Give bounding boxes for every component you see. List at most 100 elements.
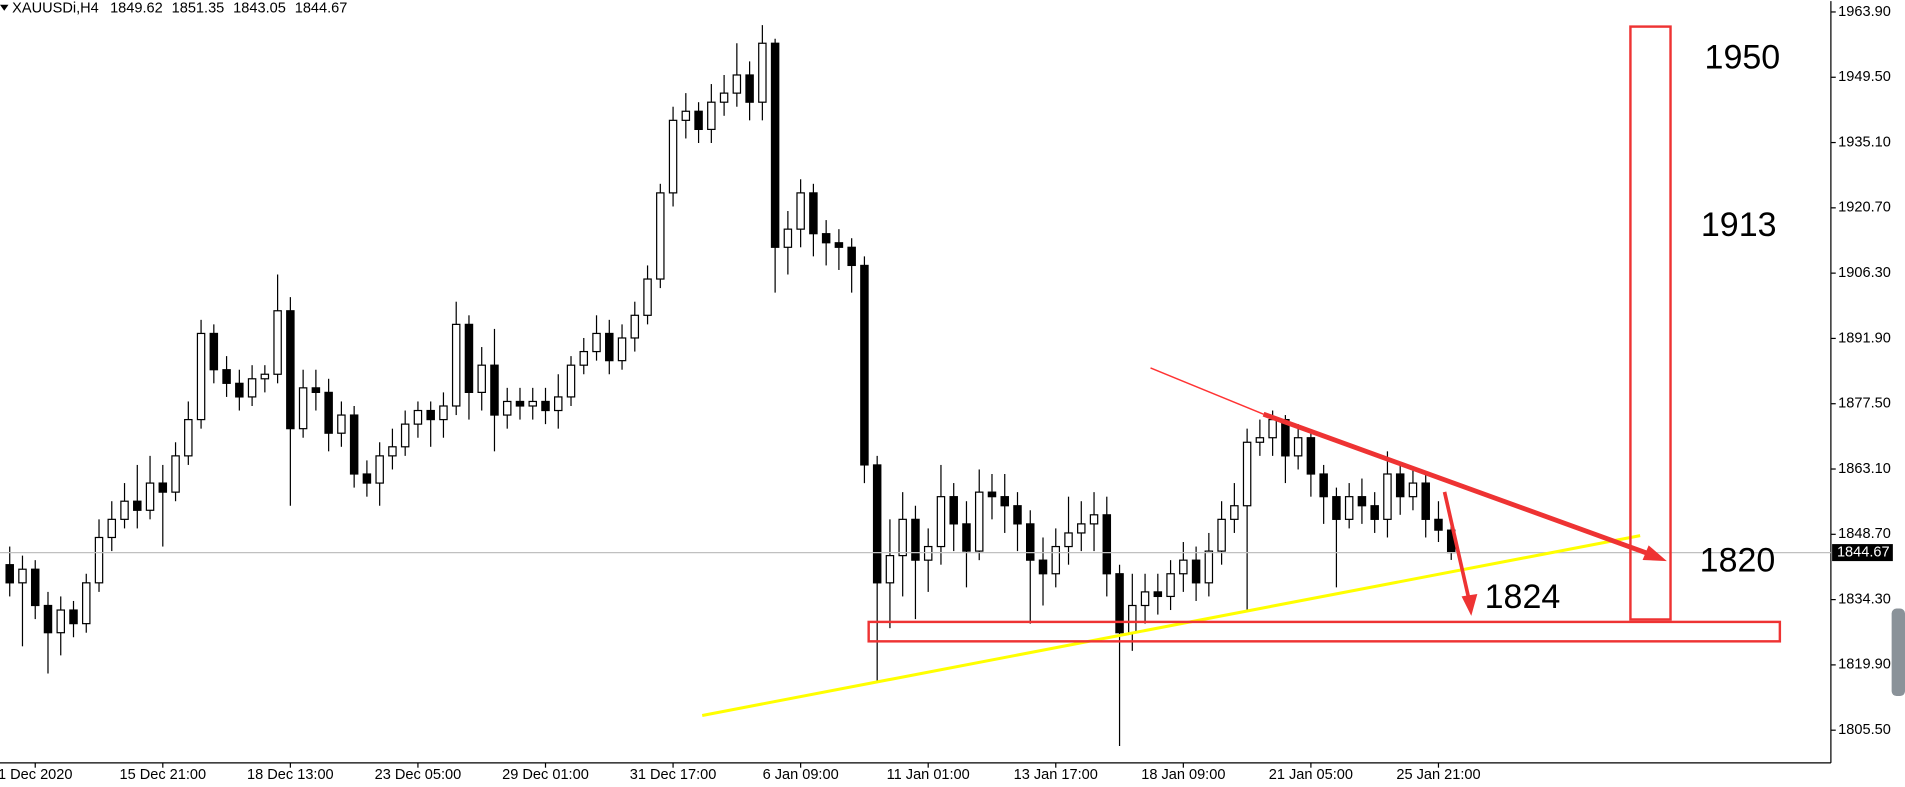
y-tick-label: 1805.50 <box>1838 722 1891 738</box>
candle-body <box>439 405 448 421</box>
x-tick-label: 6 Jan 09:00 <box>763 767 839 783</box>
candle-body <box>541 400 550 412</box>
candle-body <box>349 414 359 475</box>
candle-body <box>707 101 716 131</box>
candle-body <box>120 500 129 520</box>
candle-body <box>56 609 65 634</box>
close: 1844.67 <box>295 0 348 16</box>
candle-body <box>834 242 844 248</box>
candle-body <box>107 518 117 539</box>
candle-body <box>1217 518 1226 552</box>
candle-body <box>1179 559 1188 575</box>
candle-body <box>681 110 691 121</box>
candle-body <box>745 74 754 103</box>
candle-body <box>1383 473 1392 520</box>
y-tick-label: 1906.30 <box>1838 265 1891 281</box>
candle-body <box>247 378 257 398</box>
candle-body <box>630 314 640 339</box>
candle-body <box>184 418 193 457</box>
y-tick-label: 1819.90 <box>1838 657 1891 673</box>
candle-body <box>847 246 856 267</box>
candle-body <box>171 455 180 493</box>
candle-body <box>1293 437 1303 457</box>
x-tick-label: 1 Dec 2020 <box>0 767 72 783</box>
scroll-handle[interactable] <box>1891 608 1905 697</box>
x-tick-label: 31 Dec 17:00 <box>630 767 717 783</box>
candle-body <box>1255 437 1265 443</box>
candle-body <box>1268 418 1277 439</box>
x-tick-label: 29 Dec 01:00 <box>502 767 589 783</box>
x-tick-label: 21 Jan 05:00 <box>1269 767 1353 783</box>
candle-body <box>43 604 53 634</box>
candle-body <box>1421 482 1430 520</box>
candle-body <box>1204 550 1214 584</box>
annotation: 1950 <box>1705 38 1781 76</box>
x-tick-label: 11 Jan 01:00 <box>887 767 970 783</box>
candle-body <box>1026 523 1035 561</box>
x-tick-label: 18 Jan 09:00 <box>1141 767 1225 783</box>
candle-body <box>133 500 142 511</box>
candle-body <box>426 409 435 421</box>
candle-body <box>82 582 91 625</box>
y-tick-label: 1920.70 <box>1838 200 1891 216</box>
candle-body <box>324 391 333 434</box>
candle-body <box>987 491 997 498</box>
menu-icon[interactable] <box>0 4 9 11</box>
x-tick-label: 15 Dec 21:00 <box>119 767 206 783</box>
candle-body <box>298 387 308 430</box>
x-tick-label: 25 Jan 21:00 <box>1396 767 1480 783</box>
candle-body <box>656 192 665 280</box>
candle-body <box>579 350 589 366</box>
arrow-head <box>1642 545 1667 562</box>
candle-body <box>69 609 78 625</box>
annotation: 1913 <box>1701 206 1777 244</box>
candle-body <box>1038 559 1048 575</box>
candle-body <box>375 455 384 484</box>
candle-body <box>974 491 984 552</box>
candle-body <box>949 496 958 525</box>
current-price-box <box>1832 544 1893 562</box>
candle-body <box>286 310 295 430</box>
candle-body <box>1166 573 1175 598</box>
candle-body <box>821 233 831 244</box>
candle-body <box>617 337 627 362</box>
candle-body <box>1153 591 1163 598</box>
y-tick-label: 1848.70 <box>1838 526 1891 542</box>
open: 1849.62 <box>110 0 163 16</box>
candle-body <box>413 409 423 425</box>
candle-body <box>145 482 155 511</box>
candle-body <box>1191 559 1201 584</box>
candle-body <box>605 332 614 362</box>
annotation: 1820 <box>1700 541 1776 579</box>
x-tick-label: 13 Jan 17:00 <box>1014 767 1098 783</box>
candle-body <box>158 482 168 493</box>
candle-body <box>592 332 601 353</box>
candle-body <box>809 192 818 235</box>
candle-body <box>1319 473 1328 498</box>
candle-body <box>235 382 244 398</box>
candle-body <box>273 310 282 375</box>
candle-body <box>770 42 780 248</box>
y-tick-label: 1891.90 <box>1838 330 1891 346</box>
candle-body <box>1332 496 1341 520</box>
candle-body <box>643 278 652 316</box>
candle-body <box>872 464 882 584</box>
y-tick-label: 1935.10 <box>1838 134 1891 150</box>
candle-body <box>451 323 461 407</box>
y-tick-label: 1963.90 <box>1838 4 1891 20</box>
x-tick-label: 23 Dec 05:00 <box>375 767 462 783</box>
candle-body <box>1013 505 1022 525</box>
candle-body <box>1077 523 1086 534</box>
target-box <box>1629 25 1672 621</box>
candle-body <box>898 518 907 557</box>
candle-body <box>554 396 563 412</box>
candle-body <box>1370 505 1379 520</box>
candle-body <box>1051 545 1061 575</box>
candle-body <box>1395 473 1405 498</box>
high: 1851.35 <box>172 0 225 16</box>
candle-body <box>528 400 537 407</box>
candle-body <box>1102 514 1112 575</box>
candle-body <box>796 192 805 230</box>
